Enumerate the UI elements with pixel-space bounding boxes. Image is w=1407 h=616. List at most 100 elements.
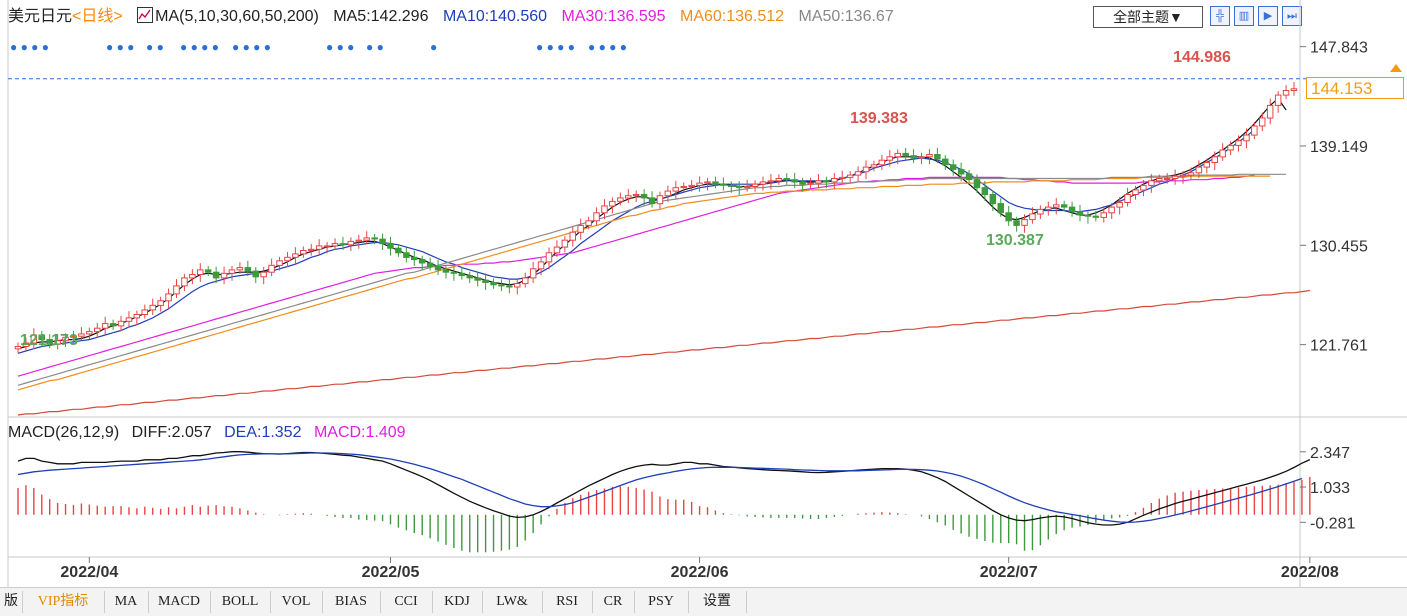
candle-up [141,309,148,315]
candle-up [688,184,695,187]
candle-down [506,285,513,288]
candle-up [704,181,711,184]
symbol-title: 美元日元 [8,8,73,25]
candle-up [1274,94,1282,106]
tab-boll[interactable]: BOLL [210,591,271,613]
candle-down [735,186,743,189]
tab-ma[interactable]: MA [104,591,149,613]
tab-rsi[interactable]: RSI [542,591,593,613]
candle-down [434,266,442,271]
candle-up [870,164,878,168]
tab-vol[interactable]: VOL [270,591,323,613]
candle-up [625,195,632,199]
tab-cr[interactable]: CR [592,591,635,613]
candle-up [807,182,814,185]
signal-dots: ● ● ● ● [10,40,49,54]
period-label[interactable]: <日线> [72,8,123,25]
last-price-tag: 144.153 [1306,77,1404,99]
ma-params[interactable]: MA(5,10,30,60,50,200) [155,8,319,25]
candle-up [236,267,244,271]
ma200-line [17,289,1310,416]
candle-up [1251,125,1258,136]
diff-line [17,451,1311,526]
candle-down [411,256,418,261]
macd-params[interactable]: MACD(26,12,9) [8,424,120,441]
candle-down [498,284,505,287]
play-icon[interactable]: ▶ [1258,6,1278,26]
candle-up [125,317,133,322]
tab-cci[interactable]: CCI [380,591,433,613]
tab-lw[interactable]: LW& [482,591,543,613]
candle-down [1076,211,1084,216]
candle-up [268,264,275,273]
candle-down [934,154,941,160]
macd-dea: DEA:1.352 [224,424,302,441]
candle-up [315,245,323,250]
tab-settings[interactable]: 设置 [688,591,747,613]
candle-up [775,178,783,182]
macd-y-tick-label: 2.347 [1310,445,1350,462]
candle-down [38,334,45,341]
skip-end-icon[interactable]: ⏭ [1282,6,1302,26]
candle-up [1227,144,1234,151]
macd-y-tick-label: 1.033 [1310,480,1350,497]
candle-up [101,323,109,329]
candle-down [252,270,259,278]
candle-up [284,256,291,262]
tab-bias[interactable]: BIAS [322,591,381,613]
dea-line [17,452,1303,523]
signal-dots: ● ● ● ● [536,40,575,54]
theme-dropdown[interactable]: 全部主题▼ [1093,6,1203,28]
last-price-marker [1390,64,1402,72]
candle-up [545,252,553,263]
ma60-line [17,175,1271,391]
signal-dots: ● ● ● [326,40,355,54]
candle-up [117,320,125,327]
candle-up [601,205,608,214]
candle-up [1037,208,1044,215]
y-tick-label: 139.149 [1310,139,1368,156]
candle-up [656,195,664,205]
high-annotation: 144.986 [1173,49,1231,66]
split-view-icon[interactable]: ▥ [1234,6,1254,26]
candle-up [632,194,640,197]
low-left-annotation: 121.173 [20,332,78,349]
x-tick-label: 2022/06 [671,564,729,581]
candle-up [1203,162,1210,168]
candle-down [490,282,497,286]
candle-down [403,252,410,258]
candle-down [387,243,394,249]
candle-up [886,156,893,161]
macd-value: MACD:1.409 [313,424,406,441]
macd-y-tick-label: -0.281 [1310,515,1355,532]
candle-up [1171,175,1179,179]
candle-down [204,269,212,273]
candle-down [640,194,648,199]
candle-up [569,231,576,241]
candle-down [965,173,973,181]
signal-dots: ● [430,40,438,54]
candle-down [212,271,220,279]
candle-up [1163,178,1171,180]
tab-vip-indicator[interactable]: VIP指标 [22,591,105,613]
tab-macd[interactable]: MACD [148,591,211,613]
candle-up [1195,166,1203,174]
ma-indicator-icon[interactable] [137,7,154,23]
candle-up [30,334,38,344]
candle-up [839,176,846,179]
ma50-value: MA50:136.67 [798,8,894,25]
candle-up [537,261,545,270]
candle-up [751,183,759,187]
crosshair-icon[interactable]: ╬ [1210,6,1230,26]
candle-down [728,184,735,187]
tab-kdj[interactable]: KDJ [432,591,483,613]
signal-dots: ● ● ● ● [232,40,271,54]
main-chart-header: 美元日元<日线> MA(5,10,30,60,50,200) MA5:142.2… [8,4,904,30]
tab-psy[interactable]: PSY [634,591,689,613]
candle-up [94,327,101,333]
tab-version[interactable]: 版 [0,591,23,613]
candle-up [743,186,751,189]
mid-low-annotation: 130.387 [986,232,1044,249]
